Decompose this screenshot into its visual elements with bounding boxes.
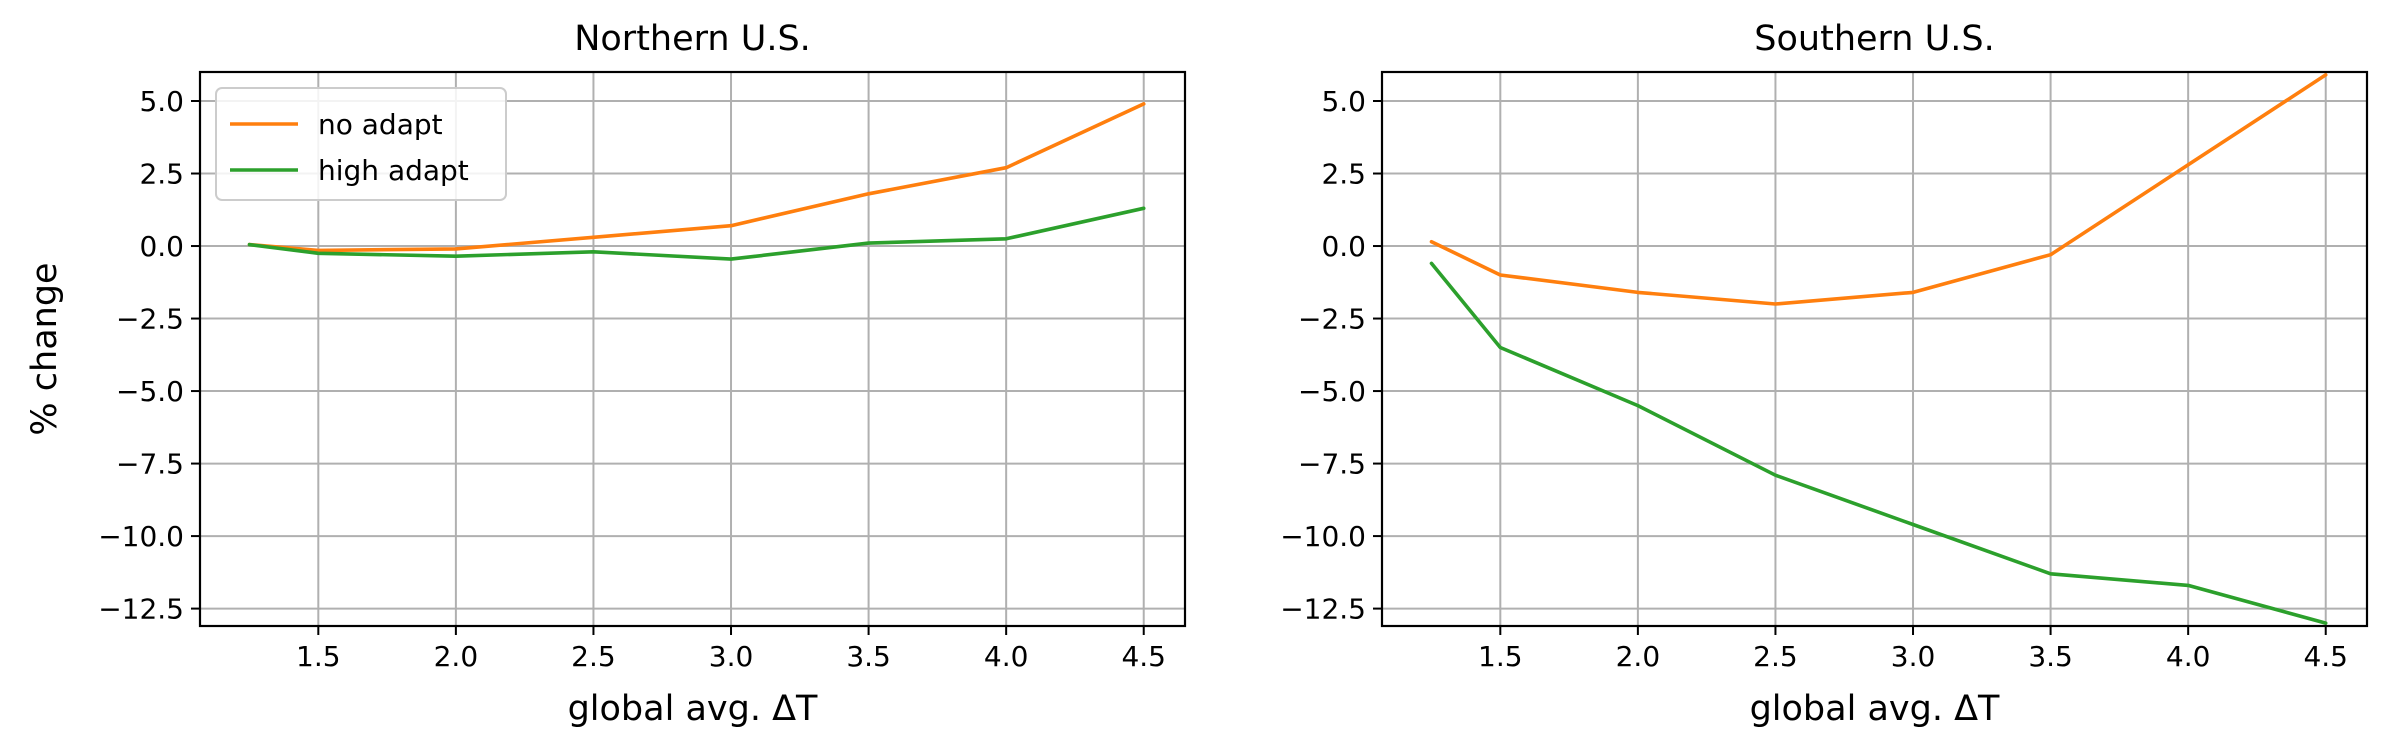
y-axis-label: % change xyxy=(25,262,65,435)
x-axis-label: global avg. ΔT xyxy=(1750,689,2000,729)
x-tick-label: 4.0 xyxy=(2166,640,2211,673)
x-tick-label: 4.5 xyxy=(2303,640,2348,673)
y-tick-label: −5.0 xyxy=(116,375,184,408)
y-tick-label: 0.0 xyxy=(1321,230,1366,263)
x-tick-label: 3.0 xyxy=(709,640,754,673)
y-tick-label: −2.5 xyxy=(116,303,184,336)
y-tick-label: −5.0 xyxy=(1298,375,1366,408)
x-tick-label: 2.0 xyxy=(1616,640,1661,673)
y-tick-label: 0.0 xyxy=(139,230,184,263)
y-tick-label: −12.5 xyxy=(98,593,184,626)
x-tick-label: 3.0 xyxy=(1891,640,1936,673)
chart-panel-1: 1.5 2.0 2.5 3.0 3.5 4.0 4.5 5.0 2.5 0.0 −2.5 −5.0 −7… xyxy=(25,19,1187,729)
series-line-high-adapt xyxy=(1429,261,2328,625)
y-tick-label: −10.0 xyxy=(1280,520,1366,553)
series-line-high-adapt xyxy=(247,206,1146,261)
x-tick-label: 2.0 xyxy=(434,640,479,673)
x-tick-label: 2.5 xyxy=(571,640,616,673)
x-tick-label: 3.5 xyxy=(846,640,891,673)
legend: no adapt high adapt xyxy=(215,87,507,201)
chart-panel-2: 1.5 2.0 2.5 3.0 3.5 4.0 4.5 5.0 2.5 0.0 −2.5 −5.0 −7… xyxy=(1280,19,2369,729)
y-tick-label: −7.5 xyxy=(1298,448,1366,481)
y-tick-label: −10.0 xyxy=(98,520,184,553)
plot-frame xyxy=(1380,70,2369,628)
series-line-no-adapt xyxy=(1429,73,2328,306)
x-tick-label: 2.5 xyxy=(1753,640,1798,673)
legend-label-high-adapt: high adapt xyxy=(318,154,469,187)
y-tick-label: 2.5 xyxy=(139,158,184,191)
y-tick-label: 2.5 xyxy=(1321,158,1366,191)
y-tick-label: −7.5 xyxy=(116,448,184,481)
x-tick-label: 1.5 xyxy=(1478,640,1523,673)
series-line-no-adapt xyxy=(247,102,1146,253)
x-tick-label: 4.0 xyxy=(984,640,1029,673)
y-tick-label: −2.5 xyxy=(1298,303,1366,336)
x-tick-label: 3.5 xyxy=(2028,640,2073,673)
y-tick-label: −12.5 xyxy=(1280,593,1366,626)
x-tick-label: 4.5 xyxy=(1121,640,1166,673)
y-tick-label: 5.0 xyxy=(1321,85,1366,118)
chart-title: Northern U.S. xyxy=(574,19,811,59)
x-axis-label: global avg. ΔT xyxy=(568,689,818,729)
chart-title: Southern U.S. xyxy=(1754,19,1994,59)
legend-label-no-adapt: no adapt xyxy=(318,108,443,141)
plot-frame xyxy=(198,70,1187,628)
y-tick-label: 5.0 xyxy=(139,85,184,118)
x-tick-label: 1.5 xyxy=(296,640,341,673)
legend-box xyxy=(215,87,507,201)
